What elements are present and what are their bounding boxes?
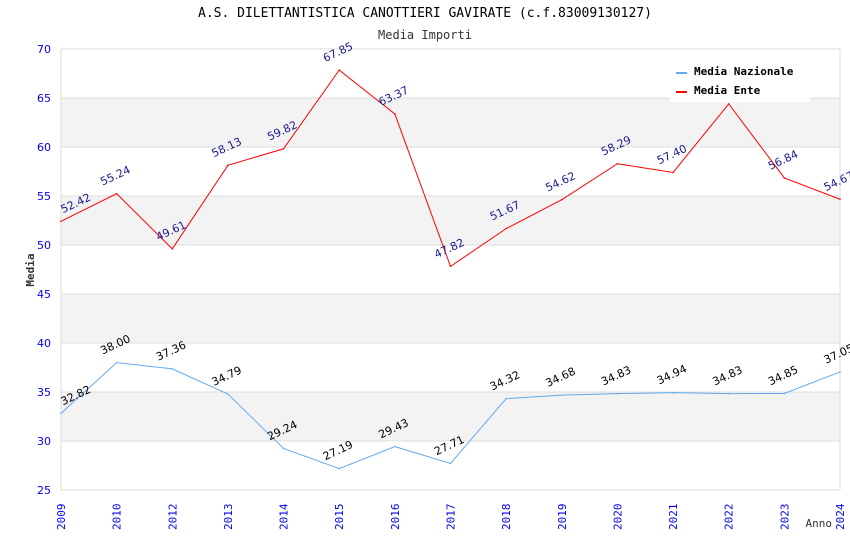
y-tick-label: 50	[37, 239, 51, 252]
y-tick-label: 40	[37, 337, 51, 350]
data-point	[60, 412, 62, 415]
data-point	[394, 113, 396, 115]
data-point	[672, 171, 674, 174]
data-point	[394, 445, 396, 448]
data-label: 34.83	[710, 363, 744, 388]
data-point	[449, 265, 452, 268]
x-tick-label: 2016	[389, 504, 402, 531]
y-tick-label: 55	[37, 190, 51, 203]
grid-band	[61, 294, 840, 343]
data-label: 56.84	[766, 148, 800, 173]
x-tick-label: 2009	[55, 504, 68, 531]
data-point	[282, 147, 285, 150]
data-point	[449, 462, 452, 465]
data-point	[839, 198, 841, 201]
data-label: 55.24	[98, 163, 132, 188]
data-point	[727, 392, 730, 395]
x-axis-label: Anno	[806, 517, 833, 530]
data-label: 54.67	[822, 169, 850, 194]
chart-title: A.S. DILETTANTISTICA CANOTTIERI GAVIRATE…	[198, 6, 652, 21]
y-tick-label: 65	[37, 92, 51, 105]
data-point	[171, 368, 174, 370]
data-point	[227, 164, 229, 167]
legend-box	[670, 60, 810, 102]
data-point	[505, 397, 507, 400]
data-label: 34.68	[544, 365, 578, 390]
data-label: 67.85	[321, 40, 355, 65]
x-tick-label: 2012	[166, 504, 179, 531]
data-label: 34.32	[488, 368, 522, 393]
data-point	[171, 248, 174, 250]
data-point	[505, 227, 507, 230]
x-tick-label: 2019	[556, 504, 569, 531]
x-tick-label: 2024	[834, 503, 847, 530]
data-point	[282, 447, 285, 450]
data-label: 34.83	[599, 363, 633, 388]
data-point	[560, 394, 563, 396]
data-point	[227, 393, 229, 395]
x-tick-label: 2021	[667, 504, 680, 531]
data-point	[616, 162, 619, 165]
x-tick-label: 2015	[333, 504, 346, 531]
chart-subtitle: Media Importi	[378, 28, 472, 42]
data-point	[616, 392, 619, 395]
data-point	[560, 198, 563, 201]
data-point	[115, 192, 118, 195]
x-tick-label: 2022	[723, 504, 736, 531]
y-tick-label: 45	[37, 288, 51, 301]
data-point	[783, 392, 786, 395]
data-label: 54.62	[544, 169, 578, 194]
data-point	[115, 361, 118, 364]
data-label: 27.19	[321, 438, 355, 463]
data-point	[338, 467, 341, 470]
grid-band	[61, 392, 840, 441]
y-tick-label: 70	[37, 43, 51, 56]
data-point	[783, 177, 786, 179]
data-point	[338, 69, 341, 71]
data-point	[60, 220, 62, 223]
x-tick-label: 2023	[778, 504, 791, 531]
legend-swatch	[676, 91, 687, 93]
legend-label: Media Ente	[694, 84, 761, 97]
data-label: 34.94	[655, 362, 689, 387]
y-tick-label: 35	[37, 386, 51, 399]
x-tick-label: 2014	[278, 503, 291, 530]
x-tick-label: 2013	[222, 504, 235, 531]
legend-swatch	[676, 72, 687, 74]
data-label: 34.85	[766, 363, 800, 388]
data-label: 37.05	[822, 342, 850, 367]
x-tick-label: 2018	[500, 504, 513, 531]
data-point	[839, 371, 841, 373]
x-tick-label: 2020	[611, 504, 624, 531]
legend: Media Nazionale Media Ente	[670, 60, 810, 102]
data-point	[727, 103, 730, 105]
data-point	[672, 391, 674, 394]
x-tick-label: 2010	[111, 504, 124, 531]
y-tick-label: 30	[37, 435, 51, 448]
y-tick-label: 60	[37, 141, 51, 154]
legend-label: Media Nazionale	[694, 65, 794, 78]
y-tick-label: 25	[37, 484, 51, 497]
y-axis-label: Media	[24, 253, 37, 286]
grid-band	[61, 98, 840, 147]
x-tick-label: 2017	[445, 504, 458, 531]
data-label: 34.79	[210, 364, 244, 389]
